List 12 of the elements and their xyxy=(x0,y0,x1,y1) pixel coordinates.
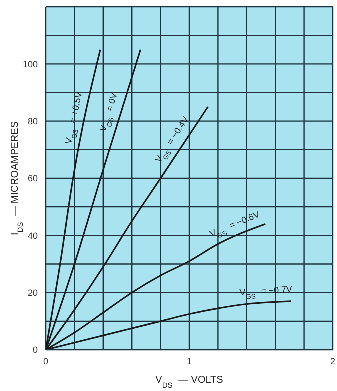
y-tick-label: 20 xyxy=(28,288,38,298)
y-tick-label: 60 xyxy=(28,174,38,184)
x-tick-label: 2 xyxy=(330,356,336,366)
series-label: V$_{GS}$ = −0.7V xyxy=(239,284,293,301)
y-tick-label: 0 xyxy=(32,345,38,356)
x-tick-label: 1 xyxy=(186,356,192,366)
text: V$_{GS}$ = −0.6V xyxy=(208,209,262,240)
y-tick-label: 80 xyxy=(28,116,38,127)
x-tick-label: 0 xyxy=(43,356,49,366)
y-tick-label: 100 xyxy=(22,59,38,70)
y-tick-label: 40 xyxy=(28,230,38,241)
x-axis-title: V$_{DS}$ — VOLTS xyxy=(156,375,224,390)
